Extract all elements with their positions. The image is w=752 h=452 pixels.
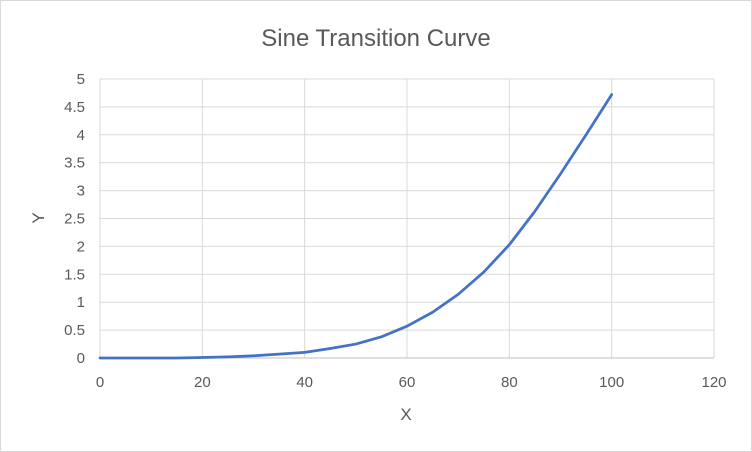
gridlines xyxy=(100,78,715,358)
y-axis-title: Y xyxy=(29,212,48,223)
chart-title: Sine Transition Curve xyxy=(261,25,490,52)
series-line xyxy=(98,93,614,360)
y-tick-label: 1 xyxy=(77,294,85,311)
x-axis-title: X xyxy=(400,405,411,424)
plot-series xyxy=(98,93,614,360)
y-tick-label: 0.5 xyxy=(64,322,85,339)
y-tick-label: 3.5 xyxy=(64,155,85,172)
x-tick-label: 20 xyxy=(194,374,211,391)
y-tick-label: 0 xyxy=(77,350,85,367)
y-tick-label: 2 xyxy=(77,238,85,255)
x-tick-label: 100 xyxy=(599,374,624,391)
y-tick-label: 3 xyxy=(77,183,85,200)
y-tick-label: 4 xyxy=(77,127,85,144)
x-tick-label: 0 xyxy=(96,374,104,391)
x-tick-label: 60 xyxy=(399,374,416,391)
x-tick-label: 80 xyxy=(501,374,518,391)
y-tick-label: 5 xyxy=(77,71,85,88)
y-tick-label: 4.5 xyxy=(64,99,85,116)
y-tick-label: 2.5 xyxy=(64,211,85,228)
x-tick-label: 120 xyxy=(701,374,726,391)
tick-labels: 0 0.5 1 1.5 2 2.5 3 3.5 4 4.5 5 0 20 40 60 80 100 120 xyxy=(64,71,726,391)
y-tick-label: 1.5 xyxy=(64,266,85,283)
x-tick-label: 40 xyxy=(296,374,313,391)
